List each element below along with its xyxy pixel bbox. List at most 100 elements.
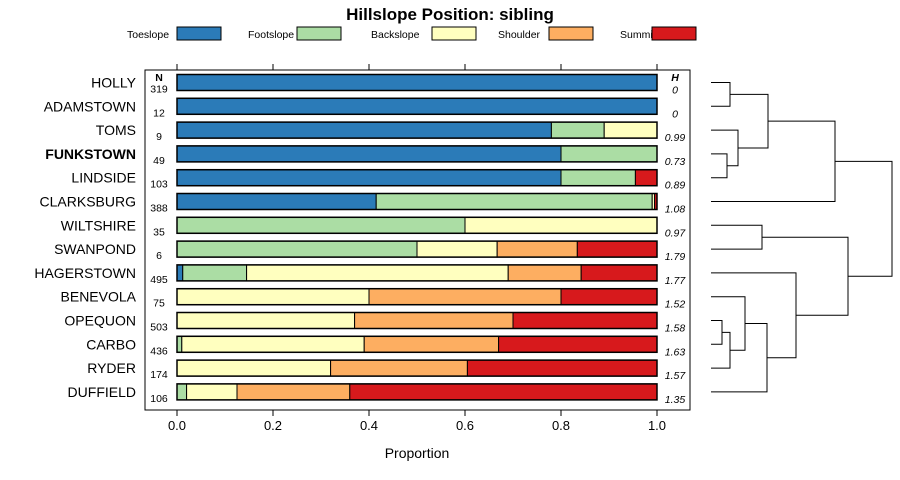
bar-row-adamstown: ADAMSTOWN 12 0 (44, 97, 678, 120)
x-axis-label: Proportion (385, 445, 450, 461)
row-h-value: 0.99 (665, 132, 686, 144)
row-h-value: 1.77 (665, 275, 687, 287)
bar-row-wiltshire: WILTSHIRE 35 0.97 (61, 216, 687, 239)
row-h-value: 1.63 (665, 346, 686, 358)
row-label: ADAMSTOWN (44, 98, 136, 114)
row-n-value: 9 (156, 131, 162, 143)
row-n-value: 495 (150, 274, 168, 286)
bar-row-carbo: CARBO 436 1.63 (86, 335, 686, 358)
x-tick-label: 1.0 (648, 418, 666, 433)
row-n-value: 12 (153, 107, 165, 119)
dendrogram-branch (711, 120, 836, 202)
bar-segment-footslope (182, 264, 248, 282)
bar-outline (176, 168, 658, 187)
row-h-value: 1.08 (665, 204, 686, 216)
bar-segment-backslope (176, 288, 370, 306)
bar-row-holly: HOLLY 319 0 (91, 73, 678, 97)
legend-swatch-summit (651, 26, 697, 41)
bar-segment-footslope (176, 383, 188, 401)
bar-segment-backslope (176, 359, 332, 377)
row-h-value: 0.73 (665, 156, 686, 168)
row-label: CARBO (86, 336, 136, 352)
bar-segment-backslope (464, 216, 658, 234)
bar-segment-footslope (375, 193, 653, 210)
row-h-value: 0.97 (665, 227, 687, 239)
bar-outline (176, 383, 658, 401)
plot-panel (144, 69, 691, 411)
legend-swatch-shoulder (548, 26, 594, 41)
bar-segment-summit (576, 240, 658, 258)
legend-label-toeslope: Toeslope (127, 29, 169, 41)
legend-swatch-backslope (431, 26, 477, 41)
legend: Toeslope Footslope Backslope Shoulder Summit (127, 26, 697, 41)
row-label: SWANPOND (54, 241, 136, 257)
dendrogram-branch (711, 82, 731, 107)
row-n-value: 436 (150, 345, 168, 357)
row-label: BENEVOLA (61, 289, 137, 305)
bar-outline (176, 264, 658, 282)
bar-segment-summit (498, 335, 658, 353)
h-column-header: H (671, 72, 679, 84)
row-n-value: 75 (153, 298, 165, 310)
bar-segment-footslope (560, 169, 636, 187)
row-label: FUNKSTOWN (45, 146, 136, 162)
x-tick-label: 0.2 (264, 418, 282, 433)
row-n-value: 35 (153, 226, 165, 238)
row-label: DUFFIELD (68, 384, 136, 400)
legend-label-footslope: Footslope (248, 29, 294, 41)
bar-segment-summit (634, 169, 658, 187)
bar-segment-summit (580, 264, 658, 282)
row-label: HOLLY (91, 75, 137, 91)
row-n-value: 319 (150, 84, 168, 96)
bar-row-toms: TOMS 9 0.99 (96, 121, 686, 144)
bar-segment-backslope (176, 312, 356, 329)
bar-row-benevola: BENEVOLA 75 1.52 (61, 287, 685, 311)
row-n-value: 6 (156, 250, 162, 262)
bar-row-lindside: LINDSIDE 103 0.89 (71, 168, 686, 192)
row-label: TOMS (96, 122, 136, 138)
bar-segment-footslope (176, 240, 418, 258)
row-n-value: 388 (150, 203, 168, 215)
legend-label-shoulder: Shoulder (498, 29, 541, 41)
x-tick-label: 0.8 (552, 418, 570, 433)
dendrogram (711, 82, 893, 393)
bar-segment-footslope (550, 121, 605, 139)
row-label: RYDER (87, 360, 136, 376)
dendrogram-branch (730, 93, 769, 149)
row-n-value: 503 (150, 322, 168, 334)
bar-segment-backslope (186, 383, 238, 401)
dendrogram-branch (711, 296, 746, 351)
bar-rows: HOLLY 319 0 ADAMSTOWN 12 0 TOMS 9 0.99 FUNKSTOWN 4… (34, 73, 687, 406)
bar-segment-backslope (416, 240, 498, 258)
dendrogram-branch (711, 331, 731, 369)
dendrogram-branch (835, 160, 893, 277)
bar-outline (176, 73, 658, 92)
bar-row-opequon: OPEQUON 503 1.58 (64, 311, 685, 335)
bar-segment-backslope (603, 121, 658, 139)
bar-row-duffield: DUFFIELD 106 1.35 (68, 383, 685, 406)
x-tick-label: 0.6 (456, 418, 474, 433)
x-tick-label: 0.4 (360, 418, 378, 433)
bar-segment-backslope (181, 335, 365, 353)
row-h-value: 1.57 (665, 370, 687, 382)
row-label: OPEQUON (64, 313, 136, 329)
row-label: HAGERSTOWN (34, 265, 136, 281)
bar-segment-shoulder (496, 240, 578, 258)
bar-segment-shoulder (236, 383, 351, 401)
bar-row-funkstown: FUNKSTOWN 49 0.73 (45, 145, 686, 168)
row-h-value: 0.89 (665, 180, 686, 192)
bar-segment-shoulder (363, 335, 500, 353)
legend-label-summit: Summit (620, 29, 656, 41)
bar-outline (176, 287, 658, 306)
dendrogram-branch (711, 153, 728, 179)
bar-segment-shoulder (507, 264, 582, 282)
bar-segment-toeslope (176, 145, 562, 163)
bar-segment-shoulder (330, 359, 468, 377)
row-h-value: 0 (672, 108, 678, 120)
row-h-value: 0 (672, 85, 678, 97)
row-h-value: 1.79 (665, 251, 686, 263)
bar-outline (176, 359, 658, 377)
row-label: WILTSHIRE (61, 217, 136, 233)
bar-outline (176, 335, 658, 354)
